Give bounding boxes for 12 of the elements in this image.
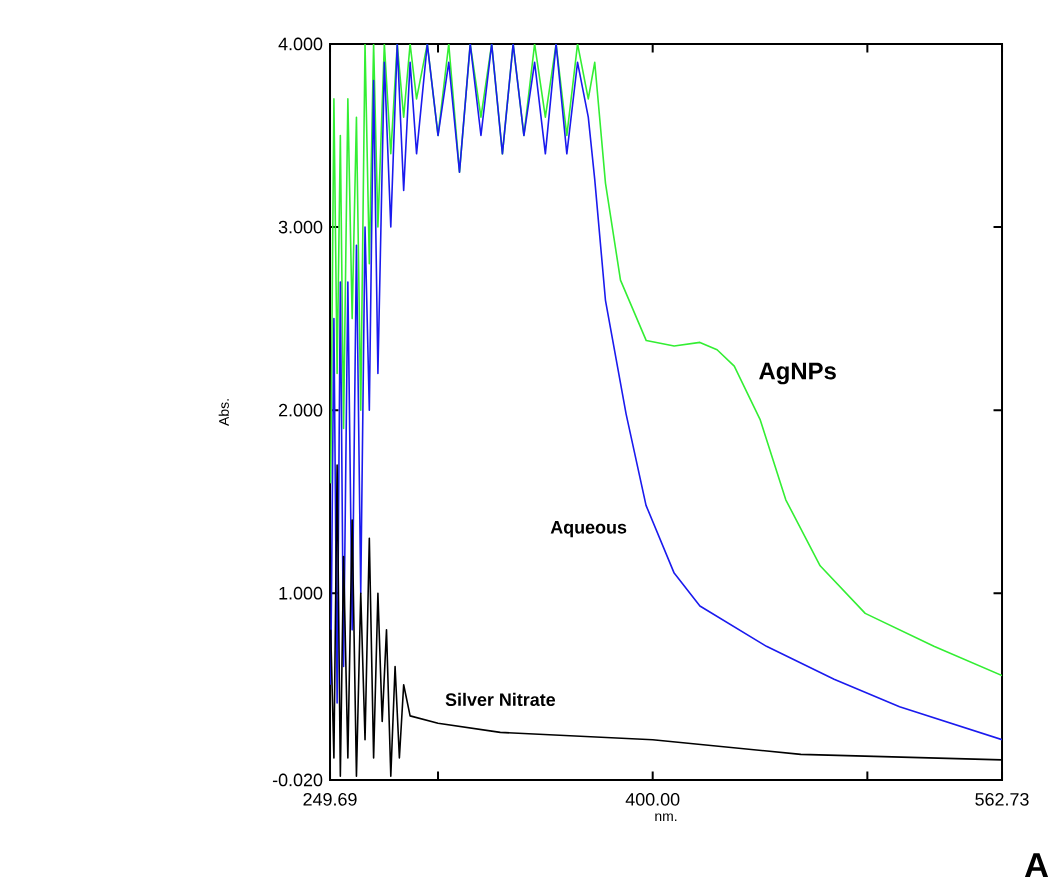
y-tick-label: -0.020: [272, 773, 323, 787]
y-tick-label: 3.000: [278, 220, 323, 234]
series-label: Silver Nitrate: [445, 692, 556, 707]
x-tick-label: 400.00: [625, 792, 680, 806]
y-tick-label: 1.000: [279, 586, 323, 600]
y-tick-label: 4.000: [278, 37, 323, 51]
text: A: [1024, 853, 1049, 877]
y-tick-label: 2.000: [279, 403, 323, 417]
x-tick-label: 249.69: [303, 792, 357, 806]
series-label: AgNPs: [759, 362, 836, 385]
x-tick-label: 562.73: [975, 792, 1029, 806]
series-label: Aqueous: [550, 521, 627, 538]
